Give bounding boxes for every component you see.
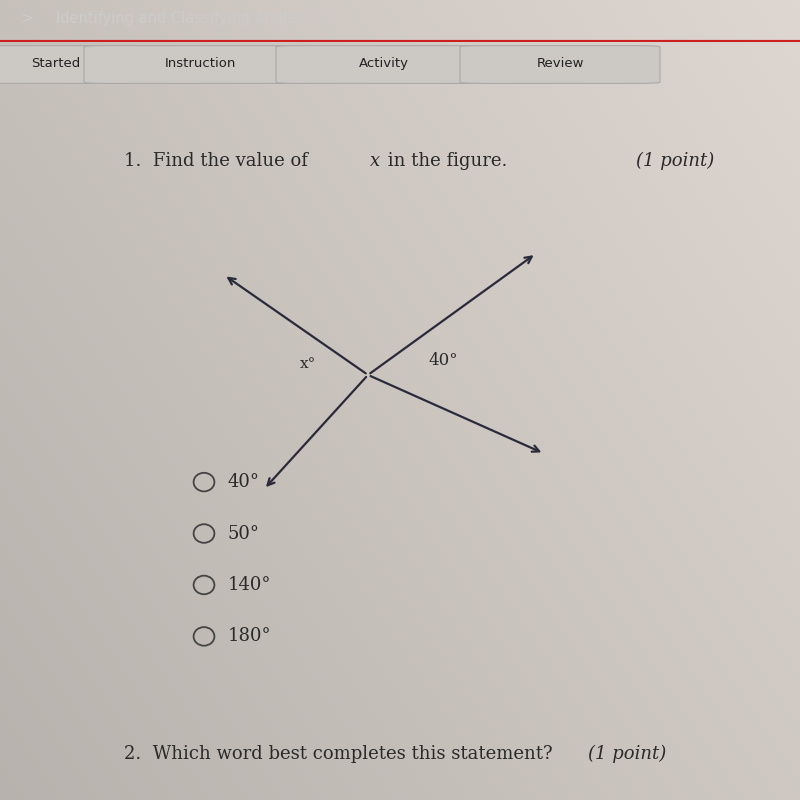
FancyBboxPatch shape	[84, 46, 316, 83]
Text: 140°: 140°	[228, 576, 271, 594]
FancyBboxPatch shape	[276, 46, 492, 83]
Text: Activity: Activity	[359, 57, 409, 70]
Text: Started: Started	[31, 57, 81, 70]
Text: 50°: 50°	[228, 525, 260, 542]
Text: 40°: 40°	[428, 352, 458, 369]
Text: (1 point): (1 point)	[588, 745, 666, 762]
Text: Instruction: Instruction	[164, 57, 236, 70]
Text: (1 point): (1 point)	[636, 151, 714, 170]
Text: >: >	[20, 11, 33, 26]
Text: 180°: 180°	[228, 627, 272, 646]
Text: Identifying and Classifying Angles: 2: Identifying and Classifying Angles: 2	[56, 11, 323, 26]
FancyBboxPatch shape	[460, 46, 660, 83]
Text: in the figure.: in the figure.	[382, 152, 508, 170]
Text: Review: Review	[536, 57, 584, 70]
FancyBboxPatch shape	[0, 46, 132, 83]
Text: x: x	[370, 152, 381, 170]
Text: 40°: 40°	[228, 473, 260, 491]
Text: 2.  Which word best completes this statement?: 2. Which word best completes this statem…	[124, 745, 553, 762]
Text: x°: x°	[300, 357, 316, 370]
Text: 1.  Find the value of: 1. Find the value of	[124, 152, 314, 170]
